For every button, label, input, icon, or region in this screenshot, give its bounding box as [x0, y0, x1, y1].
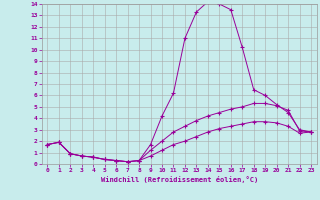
X-axis label: Windchill (Refroidissement éolien,°C): Windchill (Refroidissement éolien,°C): [100, 176, 258, 183]
